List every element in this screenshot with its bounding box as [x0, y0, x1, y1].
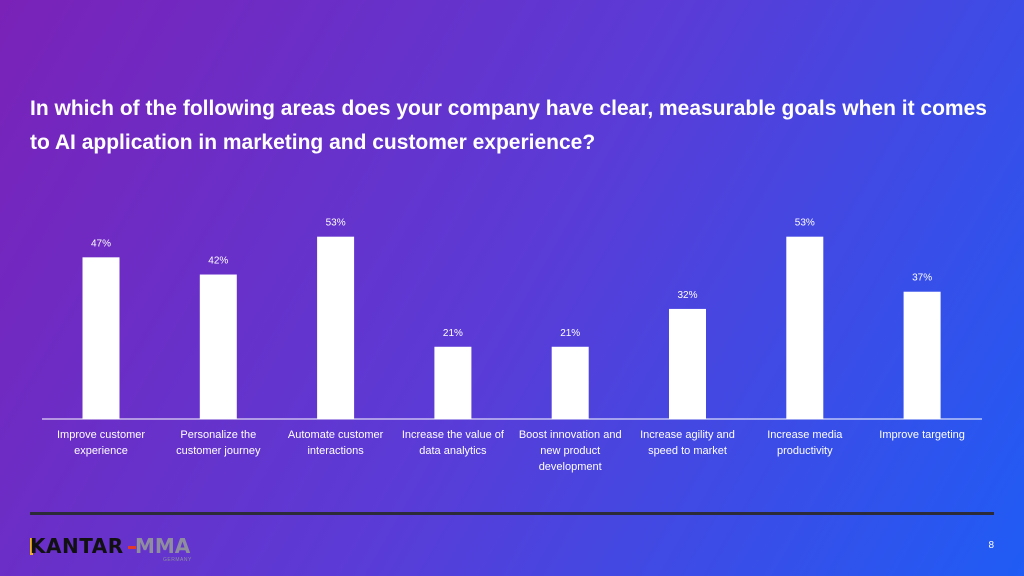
bar-value-label-1: 47%	[91, 238, 111, 249]
bar-value-label-4: 21%	[443, 328, 463, 339]
bar-value-label-2: 42%	[208, 256, 228, 267]
bar-value-label-8: 37%	[912, 273, 932, 284]
mma-logo-accent	[128, 546, 136, 549]
bar-3	[317, 236, 355, 419]
category-label-7: Increase media productivity	[767, 429, 843, 457]
category-label-4: Increase the value of data analytics	[401, 429, 504, 457]
bar-8	[903, 291, 941, 419]
bar-value-label-5: 21%	[560, 328, 580, 339]
footer-divider	[30, 512, 994, 515]
mma-logo-subtitle: GERMANY	[163, 557, 192, 563]
category-label-5: Boost innovation and new product develop…	[518, 429, 622, 473]
bar-1	[82, 257, 120, 419]
category-label-6: Increase agility and speed to market	[640, 429, 735, 457]
category-label-1: Improve customer experience	[56, 429, 146, 457]
bar-value-label-7: 53%	[795, 218, 815, 229]
bar-value-label-3: 53%	[326, 218, 346, 229]
bar-2	[199, 274, 237, 419]
category-label-2: Personalize the customer journey	[176, 429, 261, 457]
bar-value-label-6: 32%	[677, 290, 697, 301]
kantar-logo: KANTAR	[30, 534, 124, 558]
bar-4	[434, 346, 472, 419]
category-label-3: Automate customer interactions	[287, 429, 384, 457]
bar-6	[669, 308, 706, 419]
mma-logo: MMA	[135, 534, 191, 558]
category-label-8: Improve targeting	[879, 429, 965, 441]
kantar-logo-accent	[30, 538, 33, 555]
page-number: 8	[988, 540, 994, 551]
bar-5	[551, 346, 589, 419]
bar-7	[786, 236, 824, 419]
chart-title: In which of the following areas does you…	[30, 97, 987, 154]
